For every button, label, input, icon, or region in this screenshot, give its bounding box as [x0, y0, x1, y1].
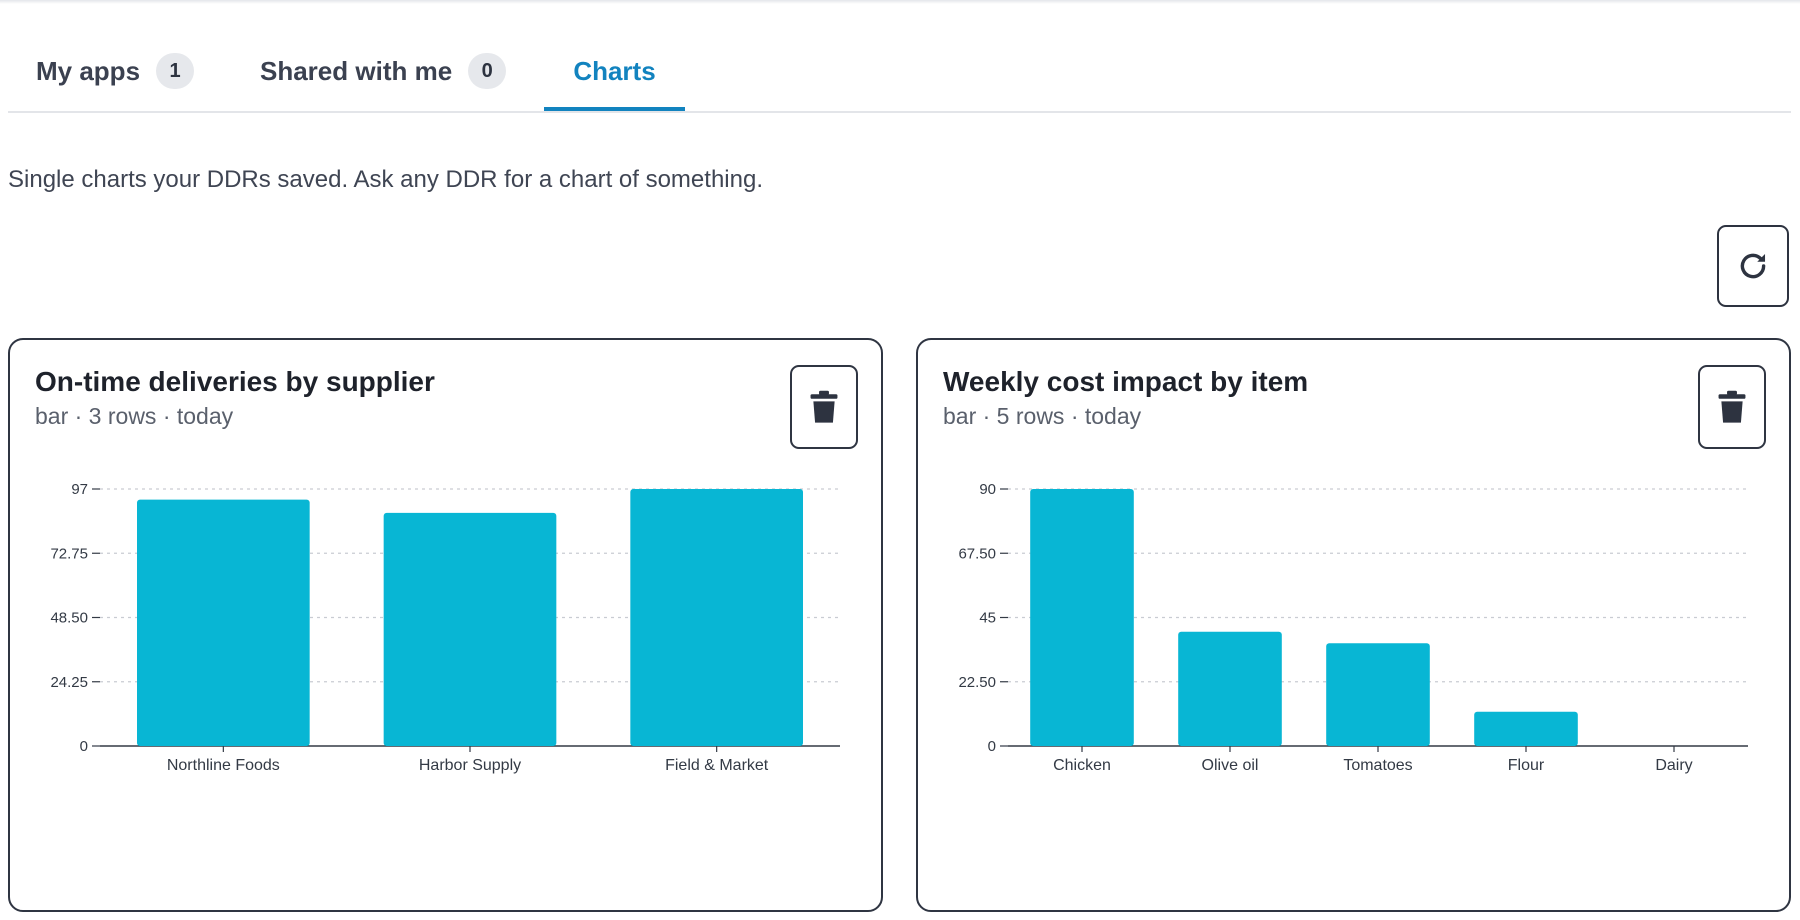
chart-card-title: Weekly cost impact by item — [943, 366, 1309, 397]
x-tick-label: Flour — [1508, 757, 1545, 774]
top-shadow — [0, 0, 1800, 4]
bar — [383, 512, 557, 746]
y-tick-label: 72.75 — [50, 545, 88, 562]
x-tick-label: Tomatoes — [1343, 757, 1412, 774]
chart-card-title: On-time deliveries by supplier — [35, 366, 435, 397]
trash-icon — [1718, 390, 1746, 423]
tab-label: Shared with me — [260, 56, 453, 86]
tab-bar: My apps 1 Shared with me 0 Charts — [8, 0, 1791, 113]
y-tick-label: 0 — [988, 738, 996, 755]
bar-chart: 0 24.25 48.50 72.75 97 Northline Foods Harbor … — [50, 481, 840, 774]
x-tick-label: Field & Market — [665, 757, 769, 774]
y-tick-label: 90 — [979, 481, 996, 498]
trash-icon — [810, 390, 838, 423]
y-tick-label: 97 — [71, 481, 88, 498]
bar — [1474, 711, 1578, 746]
chart-card: On-time deliveries by supplier bar · 3 r… — [8, 338, 883, 912]
refresh-button[interactable] — [1717, 225, 1789, 307]
tab-my-apps[interactable]: My apps 1 — [36, 53, 195, 111]
delete-chart-button[interactable] — [790, 365, 858, 449]
tab-label: My apps — [36, 56, 141, 86]
chart-card: Weekly cost impact by item bar · 5 rows … — [916, 338, 1791, 912]
y-tick-label: 24.25 — [50, 674, 88, 691]
bar — [137, 499, 310, 746]
page-description: Single charts your DDRs saved. Ask any D… — [8, 166, 763, 193]
tab-shared-with-me[interactable]: Shared with me 0 — [260, 53, 507, 111]
chart-card-subtitle: bar · 3 rows · today — [35, 403, 234, 429]
x-tick-label: Northline Foods — [167, 757, 280, 774]
bar — [630, 489, 803, 746]
x-tick-label: Dairy — [1655, 757, 1692, 774]
tab-count-badge: 0 — [468, 53, 507, 89]
bar — [1030, 489, 1134, 746]
refresh-icon — [1740, 253, 1766, 279]
bar — [1326, 643, 1430, 746]
tab-count-badge: 1 — [156, 53, 195, 89]
chart-card-subtitle: bar · 5 rows · today — [943, 403, 1142, 429]
bar-chart: 0 22.50 45 67.50 90 Chicken Olive oil Tomatoes F… — [958, 481, 1748, 774]
bar — [1178, 631, 1282, 746]
y-tick-label: 0 — [80, 738, 88, 755]
x-tick-label: Harbor Supply — [419, 757, 521, 774]
x-tick-label: Olive oil — [1202, 757, 1259, 774]
tab-label: Charts — [573, 56, 656, 86]
y-tick-label: 45 — [979, 610, 996, 627]
y-tick-label: 48.50 — [50, 610, 88, 627]
tab-charts[interactable]: Charts — [544, 56, 685, 111]
delete-chart-button[interactable] — [1698, 365, 1766, 449]
y-tick-label: 22.50 — [958, 674, 996, 691]
x-tick-label: Chicken — [1053, 757, 1111, 774]
y-tick-label: 67.50 — [958, 545, 996, 562]
